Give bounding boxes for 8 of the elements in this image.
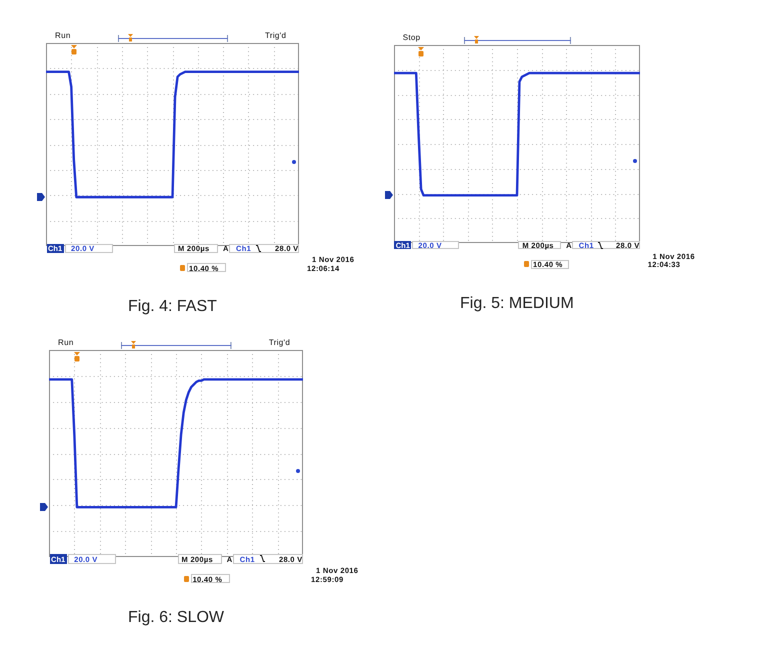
text: Trig'd: [268, 338, 290, 347]
text: Fig. 5: MEDIUM: [460, 295, 574, 312]
text: Trig'd: [265, 31, 286, 40]
text: Fig. 4: FAST: [128, 298, 217, 315]
text: Run: [55, 31, 71, 40]
text: Stop: [402, 33, 420, 42]
text: Fig. 6: SLOW: [128, 609, 224, 626]
text: Run: [58, 338, 74, 347]
